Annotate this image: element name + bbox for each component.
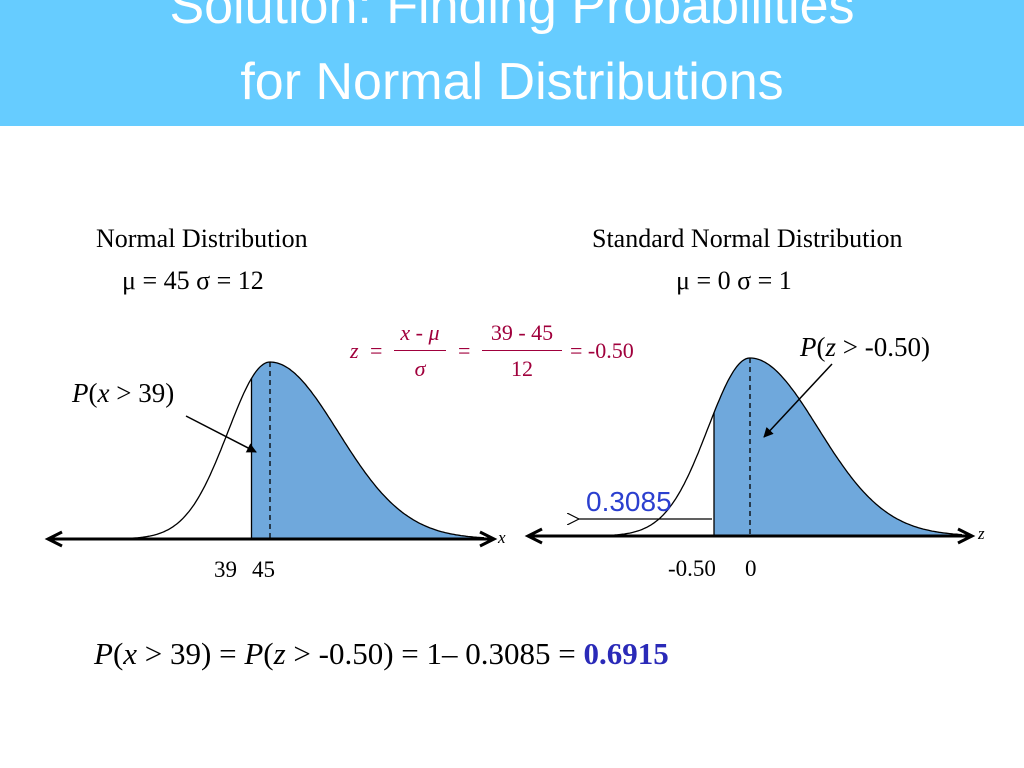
left-axis-var: x	[498, 528, 506, 547]
final-result: P(x > 39) = P(z > -0.50) = 1– 0.3085 = 0…	[94, 636, 669, 671]
formula-num2: 39 - 45	[490, 320, 554, 345]
right-caption: Standard Normal Distribution	[592, 224, 903, 253]
right-pointer-arrow-icon	[763, 363, 833, 438]
right-tick-0: 0	[745, 556, 757, 581]
left-shaded-label: P(x > 39)	[72, 378, 175, 408]
formula-bar1	[394, 350, 446, 351]
right-shaded-area	[714, 358, 962, 536]
right-params: μ = 0 σ = 1	[676, 266, 792, 295]
left-axis-arrow-right-icon	[479, 530, 498, 548]
left-tick-45: 45	[252, 557, 275, 582]
left-caption: Normal Distribution	[96, 224, 308, 253]
formula-eq2: =	[458, 338, 471, 363]
title-banner: Solution: Finding Probabilities for Norm…	[0, 0, 1024, 126]
formula-num1: x - μ	[400, 320, 440, 345]
right-axis-var: z	[978, 524, 985, 543]
formula-z: z	[350, 338, 359, 363]
formula-bar2	[482, 350, 562, 351]
left-params: μ = 45 σ = 12	[122, 266, 264, 295]
left-axis-arrow-left-icon	[44, 530, 63, 548]
formula-den1: σ	[414, 356, 426, 381]
left-shaded-area	[251, 362, 484, 539]
right-shaded-label: P(z > -0.50)	[800, 332, 930, 362]
right-axis-arrow-right-icon	[957, 527, 976, 545]
formula-eq1: =	[370, 338, 383, 363]
title-line-2: for Normal Distributions	[240, 53, 784, 111]
left-tick-39: 39	[214, 557, 237, 582]
right-axis-arrow-left-icon	[524, 527, 543, 545]
left-tail-area-value: 0.3085	[586, 486, 672, 517]
formula-result: = -0.50	[570, 338, 634, 363]
final-answer: 0.6915	[583, 636, 669, 671]
left-pointer-arrow-icon	[185, 415, 257, 453]
title-line-1: Solution: Finding Probabilities	[169, 0, 855, 35]
right-tick-neg050: -0.50	[668, 556, 716, 581]
formula-den2: 12	[511, 356, 533, 381]
